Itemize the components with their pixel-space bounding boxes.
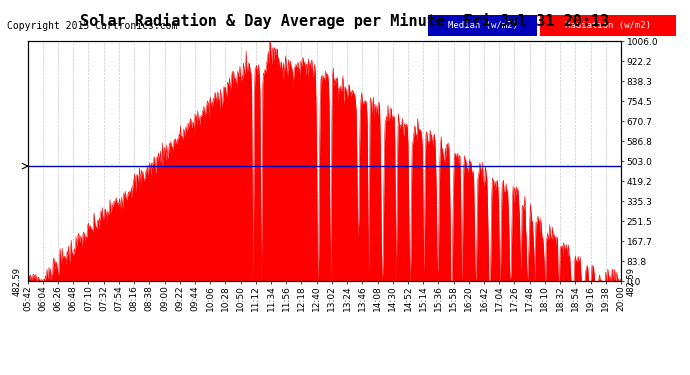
Text: Copyright 2015 Cartronics.com: Copyright 2015 Cartronics.com — [7, 21, 177, 31]
Text: Median (w/m2): Median (w/m2) — [448, 21, 518, 30]
Text: 482.59: 482.59 — [12, 267, 21, 296]
FancyBboxPatch shape — [428, 15, 537, 36]
Text: 482.59: 482.59 — [627, 267, 636, 296]
Text: Radiation (w/m2): Radiation (w/m2) — [565, 21, 651, 30]
Text: Solar Radiation & Day Average per Minute  Fri Jul 31 20:13: Solar Radiation & Day Average per Minute… — [80, 13, 610, 29]
FancyBboxPatch shape — [540, 15, 676, 36]
